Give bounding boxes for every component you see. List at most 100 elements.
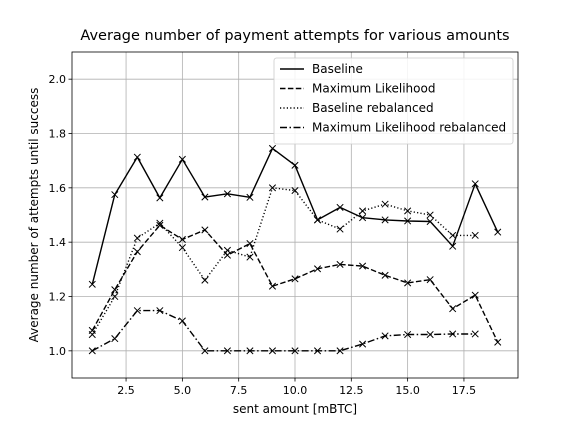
data-point — [246, 239, 254, 248]
y-tick-label: 1.2 — [49, 291, 67, 304]
y-axis-label: Average number of attempts until success — [27, 88, 41, 343]
data-point — [111, 335, 119, 343]
data-point — [336, 260, 344, 268]
data-point — [291, 275, 299, 283]
data-point — [449, 305, 457, 313]
data-point — [404, 217, 412, 225]
data-point — [268, 347, 277, 355]
data-point — [268, 184, 277, 192]
data-point — [156, 219, 164, 227]
data-point — [156, 194, 164, 202]
data-point — [336, 203, 344, 211]
y-tick-label: 1.6 — [49, 182, 67, 195]
data-point — [426, 211, 434, 219]
data-point — [381, 332, 389, 340]
legend-entry: Baseline — [280, 62, 363, 76]
data-point — [336, 225, 344, 233]
legend-label: Maximum Likelihood rebalanced — [312, 121, 506, 135]
data-point — [291, 347, 299, 355]
data-point — [404, 207, 412, 215]
data-point — [246, 347, 254, 355]
legend-entry: Maximum Likelihood — [280, 82, 435, 96]
series-layer — [88, 144, 502, 355]
data-point — [381, 271, 389, 279]
legend-box — [273, 57, 514, 145]
data-point — [201, 276, 209, 284]
data-point — [178, 244, 186, 252]
legend-label: Baseline rebalanced — [312, 101, 434, 115]
series-line — [91, 309, 476, 352]
data-point — [471, 231, 479, 239]
x-tick-label: 12.5 — [339, 384, 364, 397]
data-point — [133, 234, 141, 242]
data-point — [404, 330, 412, 339]
data-point — [494, 338, 502, 346]
data-point — [359, 214, 367, 222]
data-point — [88, 330, 96, 339]
data-point — [313, 265, 322, 273]
y-tick-label: 1.8 — [49, 128, 67, 141]
series-1 — [88, 144, 502, 288]
y-tick-label: 2.0 — [49, 73, 67, 86]
data-point — [471, 330, 479, 338]
y-tick-label: 1.0 — [49, 345, 67, 358]
x-tick-label: 15.0 — [395, 384, 420, 397]
series-3 — [88, 184, 479, 339]
y-axis: 1.0 1.2 1.4 1.6 1.8 2.0 — [49, 73, 72, 358]
legend-label: Baseline — [312, 62, 363, 76]
data-point — [268, 144, 277, 152]
y-tick-label: 1.4 — [49, 236, 67, 249]
data-point — [111, 292, 119, 301]
data-point — [111, 286, 119, 294]
data-point — [88, 347, 96, 355]
data-point — [359, 262, 367, 270]
data-point — [246, 193, 254, 201]
data-point — [268, 282, 277, 290]
data-point — [201, 226, 209, 234]
legend-entry: Maximum Likelihood rebalanced — [280, 121, 506, 135]
legend-entry: Baseline rebalanced — [280, 101, 434, 115]
data-point — [426, 276, 434, 284]
data-point — [381, 216, 389, 224]
data-point — [156, 221, 164, 229]
data-point — [178, 235, 186, 244]
data-point — [291, 161, 299, 169]
data-point — [201, 347, 209, 355]
x-tick-label: 7.5 — [230, 384, 248, 397]
data-point — [426, 330, 434, 339]
data-point — [381, 200, 389, 208]
data-point — [313, 216, 322, 224]
data-point — [246, 253, 254, 261]
legend-label: Maximum Likelihood — [312, 82, 435, 96]
data-point — [471, 291, 479, 299]
data-point — [449, 231, 457, 239]
data-point — [88, 280, 96, 288]
data-point — [359, 207, 367, 215]
data-point — [449, 330, 457, 338]
data-point — [178, 317, 186, 325]
data-point — [359, 340, 367, 348]
data-point — [449, 242, 457, 250]
series-line — [91, 187, 476, 335]
data-point — [291, 186, 299, 195]
data-point — [313, 347, 322, 355]
x-tick-label: 17.5 — [452, 384, 477, 397]
data-point — [156, 307, 164, 315]
x-tick-label: 2.5 — [117, 384, 135, 397]
data-point — [133, 153, 141, 161]
chart-title: Average number of payment attempts for v… — [80, 28, 509, 44]
series-4 — [88, 307, 479, 355]
data-point — [201, 193, 209, 201]
legend: Baseline Maximum Likelihood Baseline rebal… — [273, 57, 514, 145]
data-point — [494, 228, 502, 236]
data-point — [471, 180, 479, 188]
data-point — [133, 248, 141, 256]
series-2 — [88, 221, 502, 346]
x-tick-label: 10.0 — [283, 384, 308, 397]
data-point — [223, 246, 231, 254]
x-axis-label: sent amount [mBTC] — [233, 402, 357, 416]
data-point — [178, 155, 186, 163]
data-point — [336, 347, 344, 355]
data-point — [223, 347, 231, 355]
